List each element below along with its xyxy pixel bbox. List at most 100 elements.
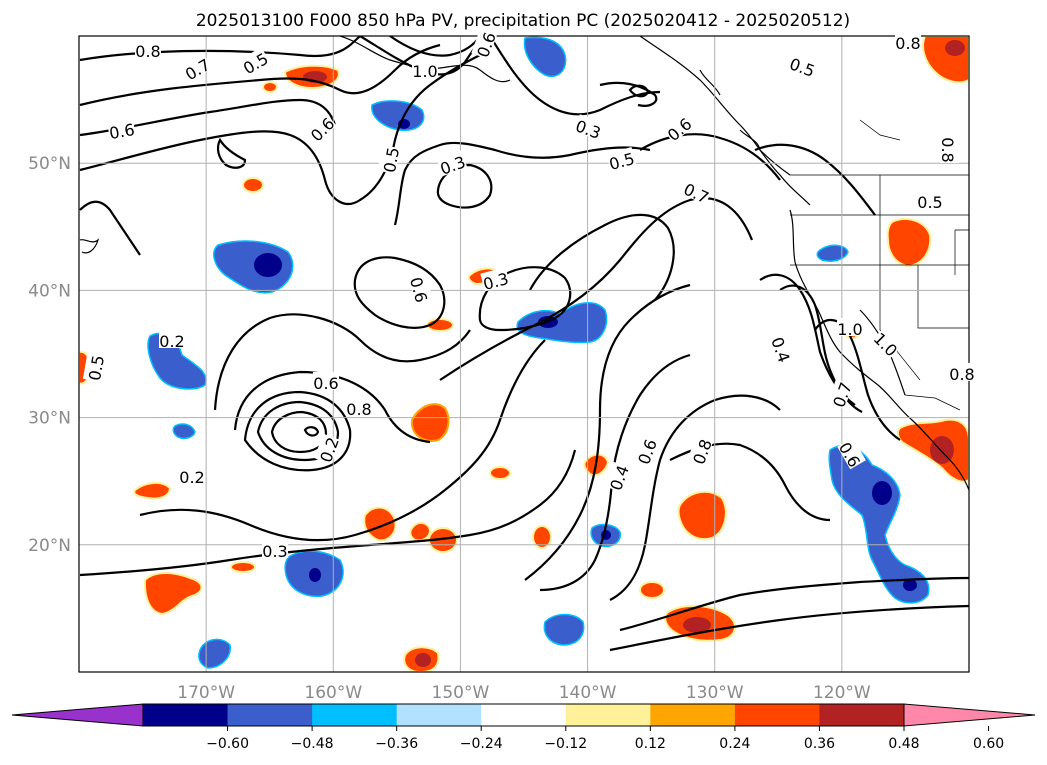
colorbar-tick-label: 0.12	[635, 736, 666, 752]
colorbar-extend-low	[11, 703, 144, 727]
longitude-label: 140°W	[559, 683, 617, 703]
colorbar: −0.60 −0.48 −0.36 −0.24 −0.12 0.12 0.24 0.36 0.4…	[11, 703, 1036, 752]
contour-labels: 0.80.7 0.5 1.00.60.60.80.6 0.30.5 0.30.60.50…	[82, 28, 975, 561]
neg-blob-142w-58n	[523, 36, 567, 77]
latitude-label: 50°N	[28, 154, 71, 174]
contour-label: 0.6	[313, 374, 338, 393]
contour-label-bg	[313, 372, 339, 390]
contour-label: 0.5	[917, 193, 942, 212]
pos-blob-115w-42n	[886, 217, 932, 268]
contour-label-bg	[471, 28, 498, 60]
colorbar-tick-label: 0.36	[804, 736, 835, 752]
colorbar-tick-label: −0.24	[460, 736, 503, 752]
contour-label-bg	[179, 466, 205, 484]
contour-label-bg	[769, 333, 796, 365]
contour-label-bg	[573, 114, 605, 141]
pos-blob-143w-20n	[532, 525, 552, 549]
contour-label-bg	[436, 150, 468, 177]
contour-label-bg	[787, 52, 819, 79]
gridlines	[79, 36, 969, 672]
pos-blob-165w-56n	[262, 81, 278, 93]
map-frame	[78, 35, 970, 673]
contour-label: 0.6	[108, 120, 136, 143]
contour-label-bg	[604, 461, 631, 493]
contour-label-bg	[632, 435, 659, 467]
colorbar-tick-label: −0.12	[544, 736, 587, 752]
colorbar-extend-high	[903, 703, 1036, 727]
colorbar-segment	[819, 704, 905, 726]
contour-label-bg	[917, 191, 943, 209]
pos-blob-146w-25n	[489, 466, 511, 480]
contour-label-bg	[941, 137, 959, 163]
neg-blob-144w-13n	[543, 613, 585, 646]
neg-blob-168w-11n	[198, 638, 231, 669]
colorbar-segment	[565, 704, 651, 726]
contour-label: 0.8	[949, 365, 974, 384]
contour-label-bg	[681, 177, 713, 205]
latitude-label: 30°N	[28, 409, 71, 429]
contour-label-bg	[238, 47, 271, 76]
contour-label: 0.8	[938, 137, 957, 162]
pos-blob-153w-20n	[409, 522, 432, 542]
colorbar-tick-label: −0.48	[291, 736, 334, 752]
precipitation-shading	[79, 36, 969, 672]
colorbar-segment	[650, 704, 736, 726]
pos-blob-132w-14n	[664, 604, 736, 642]
contour-label-bg	[135, 40, 161, 58]
contour-label-bg	[837, 437, 866, 470]
contour-label: 0.5	[380, 146, 403, 174]
pos-blob-157w-21n	[363, 506, 397, 542]
neg-blob-163w-18n	[284, 550, 344, 598]
longitude-label: 160°W	[304, 683, 362, 703]
colorbar-segments	[11, 703, 1036, 727]
pos-blob-131w-22n	[677, 490, 727, 540]
contour-label-bg	[262, 540, 288, 558]
contour-label-bg	[346, 398, 372, 416]
contour-label-bg	[314, 433, 341, 465]
latitude-label: 20°N	[28, 536, 71, 556]
contour-label-bg	[159, 330, 185, 348]
longitude-label: 120°W	[813, 683, 871, 703]
colorbar-tick-label: 0.24	[719, 736, 750, 752]
contour-label-bg	[82, 353, 106, 382]
contour-label-bg	[662, 112, 694, 143]
neg-blob-176w-29n	[172, 423, 196, 440]
colorbar-segment	[396, 704, 482, 726]
colorbar-tick-label: −0.60	[206, 736, 249, 752]
colorbar-tick-label: −0.36	[375, 736, 418, 752]
latitude-labels: 20°N 30°N 40°N 50°N	[28, 154, 71, 556]
longitude-label: 170°W	[177, 683, 235, 703]
colorbar-segment	[227, 704, 313, 726]
pos-blob-114w-29n	[896, 418, 969, 483]
contour-label: 0.8	[135, 42, 160, 61]
pos-blob-171w-17n	[143, 572, 203, 616]
contour-label-bg	[377, 145, 401, 174]
pos-blob-173w-24n	[133, 482, 172, 500]
contour-label-bg	[107, 117, 136, 141]
map-background	[79, 36, 969, 672]
contour-label: 0.2	[179, 468, 204, 487]
contour-label-bg	[305, 112, 337, 144]
neg-blob-122w-43n	[816, 244, 849, 262]
contour-label: 1.0	[837, 320, 862, 339]
contour-label-bg	[687, 435, 714, 467]
pos-blob-161w-57n	[283, 64, 340, 90]
colorbar-segment	[734, 704, 820, 726]
contour-label-bg	[606, 147, 637, 172]
colorbar-tick-label: 0.48	[888, 736, 919, 752]
contour-label-bg	[412, 60, 438, 78]
contour-label-bg	[949, 363, 975, 381]
contour-label: 0.5	[85, 354, 108, 382]
contour-label: 0.8	[346, 400, 371, 419]
pos-blob-157w-11n	[403, 646, 440, 672]
pos-blob-111w-58n	[922, 36, 969, 84]
longitude-label: 150°W	[432, 683, 490, 703]
neg-blob-165w-42n	[213, 240, 294, 294]
latitude-label: 40°N	[28, 281, 71, 301]
contour-label: 1.0	[412, 62, 437, 81]
colorbar-frame	[142, 703, 905, 727]
longitude-labels: 170°W 160°W 150°W 140°W 130°W 120°W	[177, 683, 871, 703]
colorbar-tick-label: 0.60	[973, 736, 1004, 752]
contour-label-bg	[837, 318, 863, 336]
